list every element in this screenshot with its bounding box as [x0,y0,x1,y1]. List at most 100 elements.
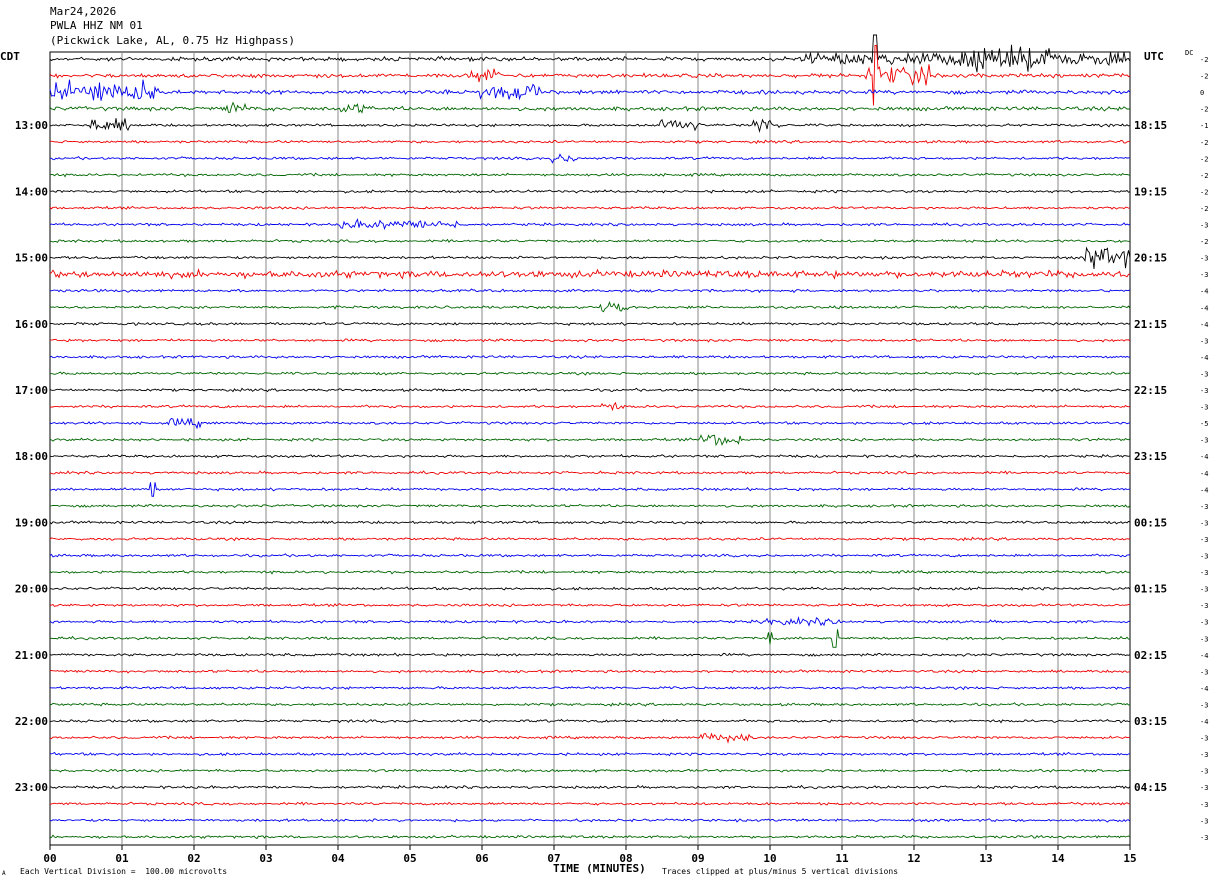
trace-line [49,685,1131,691]
left-hour-label: 16:00 [15,318,48,331]
grid-lines [49,51,1131,846]
right-hour-label: 21:15 [1134,318,1167,331]
dc-offset-label: -1 [1200,122,1208,130]
x-tick-label: 03 [259,852,272,865]
dc-offset-label: -3 [1200,735,1208,743]
dc-offset-label: -2 [1200,205,1208,213]
trace-line [49,718,1131,724]
dc-offset-label: -2 [1200,238,1208,246]
dc-offset-label: -3 [1200,255,1208,263]
trace-line [49,118,1131,133]
trace-line [49,732,1131,744]
axis-labels: 00 01 02 03 04 05 06 07 08 09 10 11 12 13 14 15 -2 -2 0 -2 -… [15,56,1209,865]
trace-line [49,246,1131,270]
x-tick-label: 14 [1051,852,1065,865]
x-tick-label: 13 [979,852,992,865]
left-hour-label: 22:00 [15,715,48,728]
dc-offset-label: -3 [1200,817,1208,825]
dc-offset-label: -3 [1200,619,1208,627]
left-hour-label: 21:00 [15,649,48,662]
right-hour-label: 20:15 [1134,252,1167,265]
dc-offset-label: -2 [1200,73,1208,81]
right-hour-label: 03:15 [1134,715,1167,728]
trace-line [49,354,1131,360]
dc-offset-label: -4 [1200,718,1208,726]
trace-line [49,536,1131,542]
station-location: (Pickwick Lake, AL, 0.75 Hz Highpass) [50,34,296,47]
trace-line [49,371,1131,376]
dc-offset-label: -3 [1200,404,1208,412]
trace-line [49,586,1131,591]
trace-line [49,768,1131,773]
trace-line [49,751,1131,757]
dc-offset-label: -3 [1200,751,1208,759]
trace-line [49,387,1130,393]
trace-line [49,553,1131,558]
trace-line [49,101,1131,114]
dc-offset-label: -3 [1200,536,1208,544]
left-hour-label: 15:00 [15,252,48,265]
trace-line [49,569,1131,575]
trace-line [49,470,1131,475]
x-tick-label: 02 [187,852,200,865]
dc-offset-label: -3 [1200,437,1208,445]
right-hour-label: 18:15 [1134,119,1167,132]
right-hour-label: 01:15 [1134,583,1167,596]
seismic-traces [49,34,1131,840]
trace-line [49,79,1131,101]
trace-line [49,520,1131,525]
x-tick-label: 15 [1123,852,1136,865]
trace-line [49,268,1131,280]
left-hour-label: 23:00 [15,781,48,794]
left-timezone-label: CDT [0,50,20,63]
left-hour-label: 13:00 [15,119,48,132]
dc-offset-label: -3 [1200,569,1208,577]
trace-line [49,503,1131,509]
dc-offset-label: -3 [1200,586,1208,594]
trace-line [50,338,1131,343]
dc-offset-label: -3 [1200,701,1208,709]
dc-offset-label: -3 [1200,834,1208,842]
trace-line [49,288,1131,294]
left-hour-label: 18:00 [15,450,48,463]
dc-offset-label: -3 [1200,768,1208,776]
dc-offset-label: -4 [1200,652,1208,660]
right-timezone-label: UTC [1144,50,1164,63]
dc-offset-label: -4 [1200,685,1208,693]
right-hour-label: 23:15 [1134,450,1167,463]
trace-line [49,602,1131,608]
right-hour-label: 04:15 [1134,781,1167,794]
right-hour-label: 22:15 [1134,384,1167,397]
corner-mark: A [2,870,6,877]
dc-offset-label: -4 [1200,321,1208,329]
dc-label: DC [1185,49,1194,57]
trace-line [49,189,1131,194]
dc-offset-label: -3 [1200,370,1208,378]
dc-offset-label: -3 [1200,602,1208,610]
trace-line [49,34,1131,73]
trace-line [49,301,1131,313]
x-axis-title: TIME (MINUTES) [553,862,646,875]
trace-line [49,401,1131,412]
dc-offset-label: -4 [1200,453,1208,461]
trace-line [49,172,1131,178]
trace-line [49,615,1131,627]
trace-line [49,669,1131,674]
x-tick-label: 12 [907,852,920,865]
dc-offset-label: -2 [1200,172,1208,180]
dc-offset-label: -4 [1200,486,1208,494]
dc-offset-label: -3 [1200,337,1208,345]
trace-line [49,652,1131,658]
trace-line [49,321,1131,327]
dc-offset-label: -2 [1200,139,1208,147]
scale-note: Each Vertical Division = 100.00 microvol… [20,867,228,876]
dc-offset-label: -3 [1200,503,1208,511]
dc-offset-label: -3 [1200,271,1208,279]
dc-offset-label: -4 [1200,304,1208,312]
x-tick-label: 00 [43,852,56,865]
dc-offset-label: -3 [1200,784,1208,792]
dc-offset-label: -2 [1200,106,1208,114]
dc-offset-label: -5 [1200,420,1208,428]
x-tick-label: 11 [835,852,849,865]
